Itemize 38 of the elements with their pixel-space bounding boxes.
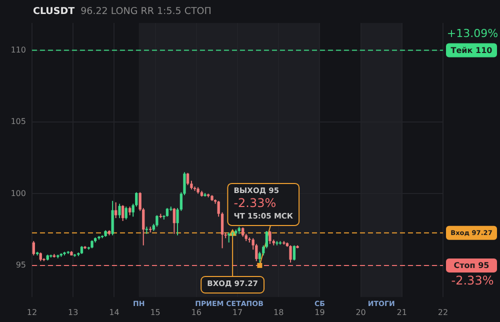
x-tick-label: 18 xyxy=(274,308,284,317)
x-tick-label: 12 xyxy=(26,308,38,317)
candlestick xyxy=(242,226,244,238)
x-tick-label: 16 xyxy=(191,308,202,317)
candlestick xyxy=(172,208,176,234)
text: +13.09% xyxy=(446,27,498,40)
candlestick xyxy=(268,230,272,244)
candlestick xyxy=(156,214,158,228)
x-tick-label: 21 xyxy=(396,308,407,317)
x-tick-label: 15 xyxy=(150,308,160,317)
text: -2.33% xyxy=(451,274,494,288)
candlestick xyxy=(114,202,118,219)
x-tick-label: 22 xyxy=(438,308,448,317)
chart-subtitle: 96.22 LONG RR 1:5.5 СТОП xyxy=(80,6,212,17)
y-tick-label: 100 xyxy=(10,188,26,198)
y-tick-label: 95 xyxy=(16,260,26,270)
candlestick xyxy=(289,244,292,264)
y-tick-label: 110 xyxy=(10,45,26,54)
x-tick-label: 13 xyxy=(68,308,78,317)
x-tick-label: 20 xyxy=(356,308,366,317)
candlestick xyxy=(186,172,190,186)
candlestick xyxy=(220,212,224,249)
candlestick xyxy=(118,203,121,219)
candlestick xyxy=(124,206,128,220)
y-tick-label: 105 xyxy=(10,117,26,126)
x-tick-label: 14 xyxy=(109,308,120,317)
ref-line-label: Стоп 95 xyxy=(454,261,490,270)
candlestick xyxy=(145,226,148,234)
x-tick-label: 19 xyxy=(314,308,325,317)
chart-title: CLUSDT xyxy=(33,6,75,17)
ref-line-label: Тейк 110 xyxy=(450,46,493,55)
candlestick xyxy=(228,232,230,243)
candlestick xyxy=(217,200,220,218)
candlestick xyxy=(32,240,35,256)
candlestick xyxy=(292,244,296,261)
x-tick-label: 17 xyxy=(232,308,243,317)
candlestick xyxy=(122,204,124,222)
candlestick xyxy=(111,200,114,236)
